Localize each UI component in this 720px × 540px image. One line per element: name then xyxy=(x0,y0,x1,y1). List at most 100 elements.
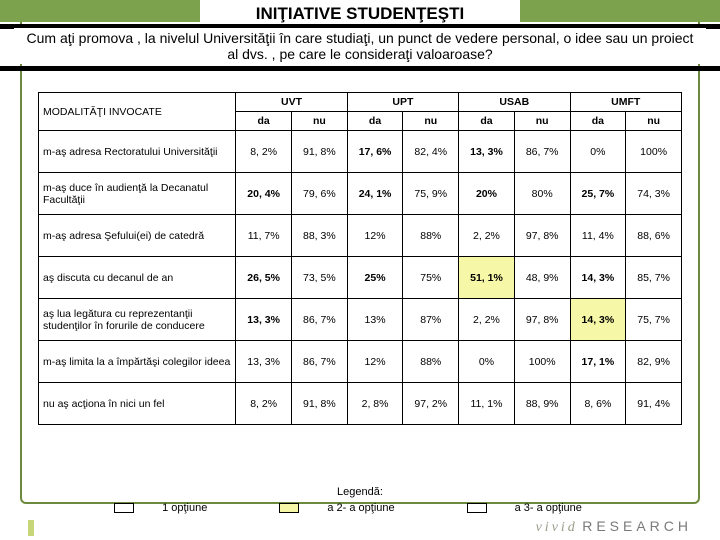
cell-value: 11, 1% xyxy=(459,383,515,425)
cell-value: 91, 8% xyxy=(292,383,348,425)
cell-value: 91, 4% xyxy=(626,383,682,425)
cell-value: 97, 8% xyxy=(514,299,570,341)
cell-value: 13% xyxy=(347,299,403,341)
data-table-wrap: MODALITĂŢI INVOCATE UVT UPT USAB UMFT da… xyxy=(38,92,682,425)
col-header-uni: UPT xyxy=(347,93,458,112)
legend-label: a 3- a opţiune xyxy=(515,502,582,514)
brand-research: RESEARCH xyxy=(582,518,692,534)
cell-value: 25, 7% xyxy=(570,173,626,215)
cell-value: 20% xyxy=(459,173,515,215)
legend-item: 1 opţiune xyxy=(114,502,231,514)
cell-value: 2, 2% xyxy=(459,299,515,341)
cell-value: 0% xyxy=(570,131,626,173)
row-label: m-aş limita la a împărtăşi colegilor ide… xyxy=(39,341,236,383)
legend-swatch xyxy=(114,503,134,513)
cell-value: 79, 6% xyxy=(292,173,348,215)
col-header-main: MODALITĂŢI INVOCATE xyxy=(39,93,236,131)
col-header-uni: USAB xyxy=(459,93,570,112)
cell-value: 13, 3% xyxy=(236,299,292,341)
cell-value: 75% xyxy=(403,257,459,299)
col-subheader: nu xyxy=(292,112,348,131)
cell-value: 75, 9% xyxy=(403,173,459,215)
table-body: m-aş adresa Rectoratului Universităţii8,… xyxy=(39,131,682,425)
col-subheader: da xyxy=(570,112,626,131)
cell-value: 82, 4% xyxy=(403,131,459,173)
col-subheader: da xyxy=(347,112,403,131)
cell-value: 88, 3% xyxy=(292,215,348,257)
cell-value: 8, 2% xyxy=(236,383,292,425)
legend-item: a 3- a opţiune xyxy=(467,502,606,514)
table-row: aş discuta cu decanul de an26, 5%73, 5%2… xyxy=(39,257,682,299)
cell-value: 11, 4% xyxy=(570,215,626,257)
cell-value: 8, 2% xyxy=(236,131,292,173)
legend-label: 1 opţiune xyxy=(162,502,207,514)
cell-value: 2, 2% xyxy=(459,215,515,257)
cell-value: 13, 3% xyxy=(459,131,515,173)
cell-value: 74, 3% xyxy=(626,173,682,215)
legend-swatch xyxy=(467,503,487,513)
cell-value: 14, 3% xyxy=(570,299,626,341)
row-label: m-aş duce în audienţă la Decanatul Facul… xyxy=(39,173,236,215)
table-row: aş lua legătura cu reprezentanţii studen… xyxy=(39,299,682,341)
data-table: MODALITĂŢI INVOCATE UVT UPT USAB UMFT da… xyxy=(38,92,682,425)
legend-swatch xyxy=(279,503,299,513)
table-head: MODALITĂŢI INVOCATE UVT UPT USAB UMFT da… xyxy=(39,93,682,131)
cell-value: 48, 9% xyxy=(514,257,570,299)
cell-value: 97, 2% xyxy=(403,383,459,425)
row-label: aş discuta cu decanul de an xyxy=(39,257,236,299)
table-row: m-aş limita la a împărtăşi colegilor ide… xyxy=(39,341,682,383)
legend-row: 1 opţiune a 2- a opţiune a 3- a opţiune xyxy=(0,502,720,514)
table-row: m-aş adresa Rectoratului Universităţii8,… xyxy=(39,131,682,173)
col-subheader: da xyxy=(459,112,515,131)
row-label: aş lua legătura cu reprezentanţii studen… xyxy=(39,299,236,341)
cell-value: 12% xyxy=(347,341,403,383)
cell-value: 2, 8% xyxy=(347,383,403,425)
cell-value: 11, 7% xyxy=(236,215,292,257)
col-subheader: nu xyxy=(403,112,459,131)
col-subheader: da xyxy=(236,112,292,131)
cell-value: 25% xyxy=(347,257,403,299)
cell-value: 88, 6% xyxy=(626,215,682,257)
cell-value: 24, 1% xyxy=(347,173,403,215)
legend-item: a 2- a opţiune xyxy=(279,502,418,514)
cell-value: 0% xyxy=(459,341,515,383)
accent-bar xyxy=(28,520,34,536)
cell-value: 17, 6% xyxy=(347,131,403,173)
row-label: m-aş adresa Şefului(ei) de catedră xyxy=(39,215,236,257)
cell-value: 80% xyxy=(514,173,570,215)
cell-value: 8, 6% xyxy=(570,383,626,425)
col-subheader: nu xyxy=(626,112,682,131)
table-row: m-aş duce în audienţă la Decanatul Facul… xyxy=(39,173,682,215)
cell-value: 86, 7% xyxy=(292,299,348,341)
cell-value: 82, 9% xyxy=(626,341,682,383)
cell-value: 75, 7% xyxy=(626,299,682,341)
cell-value: 86, 7% xyxy=(514,131,570,173)
cell-value: 100% xyxy=(626,131,682,173)
cell-value: 14, 3% xyxy=(570,257,626,299)
cell-value: 86, 7% xyxy=(292,341,348,383)
table-row: m-aş adresa Şefului(ei) de catedră11, 7%… xyxy=(39,215,682,257)
row-label: nu aş acţiona în nici un fel xyxy=(39,383,236,425)
table-row: nu aş acţiona în nici un fel8, 2%91, 8%2… xyxy=(39,383,682,425)
cell-value: 87% xyxy=(403,299,459,341)
cell-value: 17, 1% xyxy=(570,341,626,383)
cell-value: 20, 4% xyxy=(236,173,292,215)
legend-title: Legendă: xyxy=(0,486,720,498)
cell-value: 88% xyxy=(403,215,459,257)
brand-vivid: vivid xyxy=(536,520,578,535)
cell-value: 97, 8% xyxy=(514,215,570,257)
cell-value: 88, 9% xyxy=(514,383,570,425)
cell-value: 100% xyxy=(514,341,570,383)
cell-value: 91, 8% xyxy=(292,131,348,173)
col-header-uni: UVT xyxy=(236,93,347,112)
cell-value: 26, 5% xyxy=(236,257,292,299)
cell-value: 51, 1% xyxy=(459,257,515,299)
cell-value: 13, 3% xyxy=(236,341,292,383)
row-label: m-aş adresa Rectoratului Universităţii xyxy=(39,131,236,173)
cell-value: 73, 5% xyxy=(292,257,348,299)
cell-value: 88% xyxy=(403,341,459,383)
footer-brand: vivid RESEARCH xyxy=(536,518,692,536)
cell-value: 12% xyxy=(347,215,403,257)
col-header-uni: UMFT xyxy=(570,93,681,112)
legend-label: a 2- a opţiune xyxy=(327,502,394,514)
